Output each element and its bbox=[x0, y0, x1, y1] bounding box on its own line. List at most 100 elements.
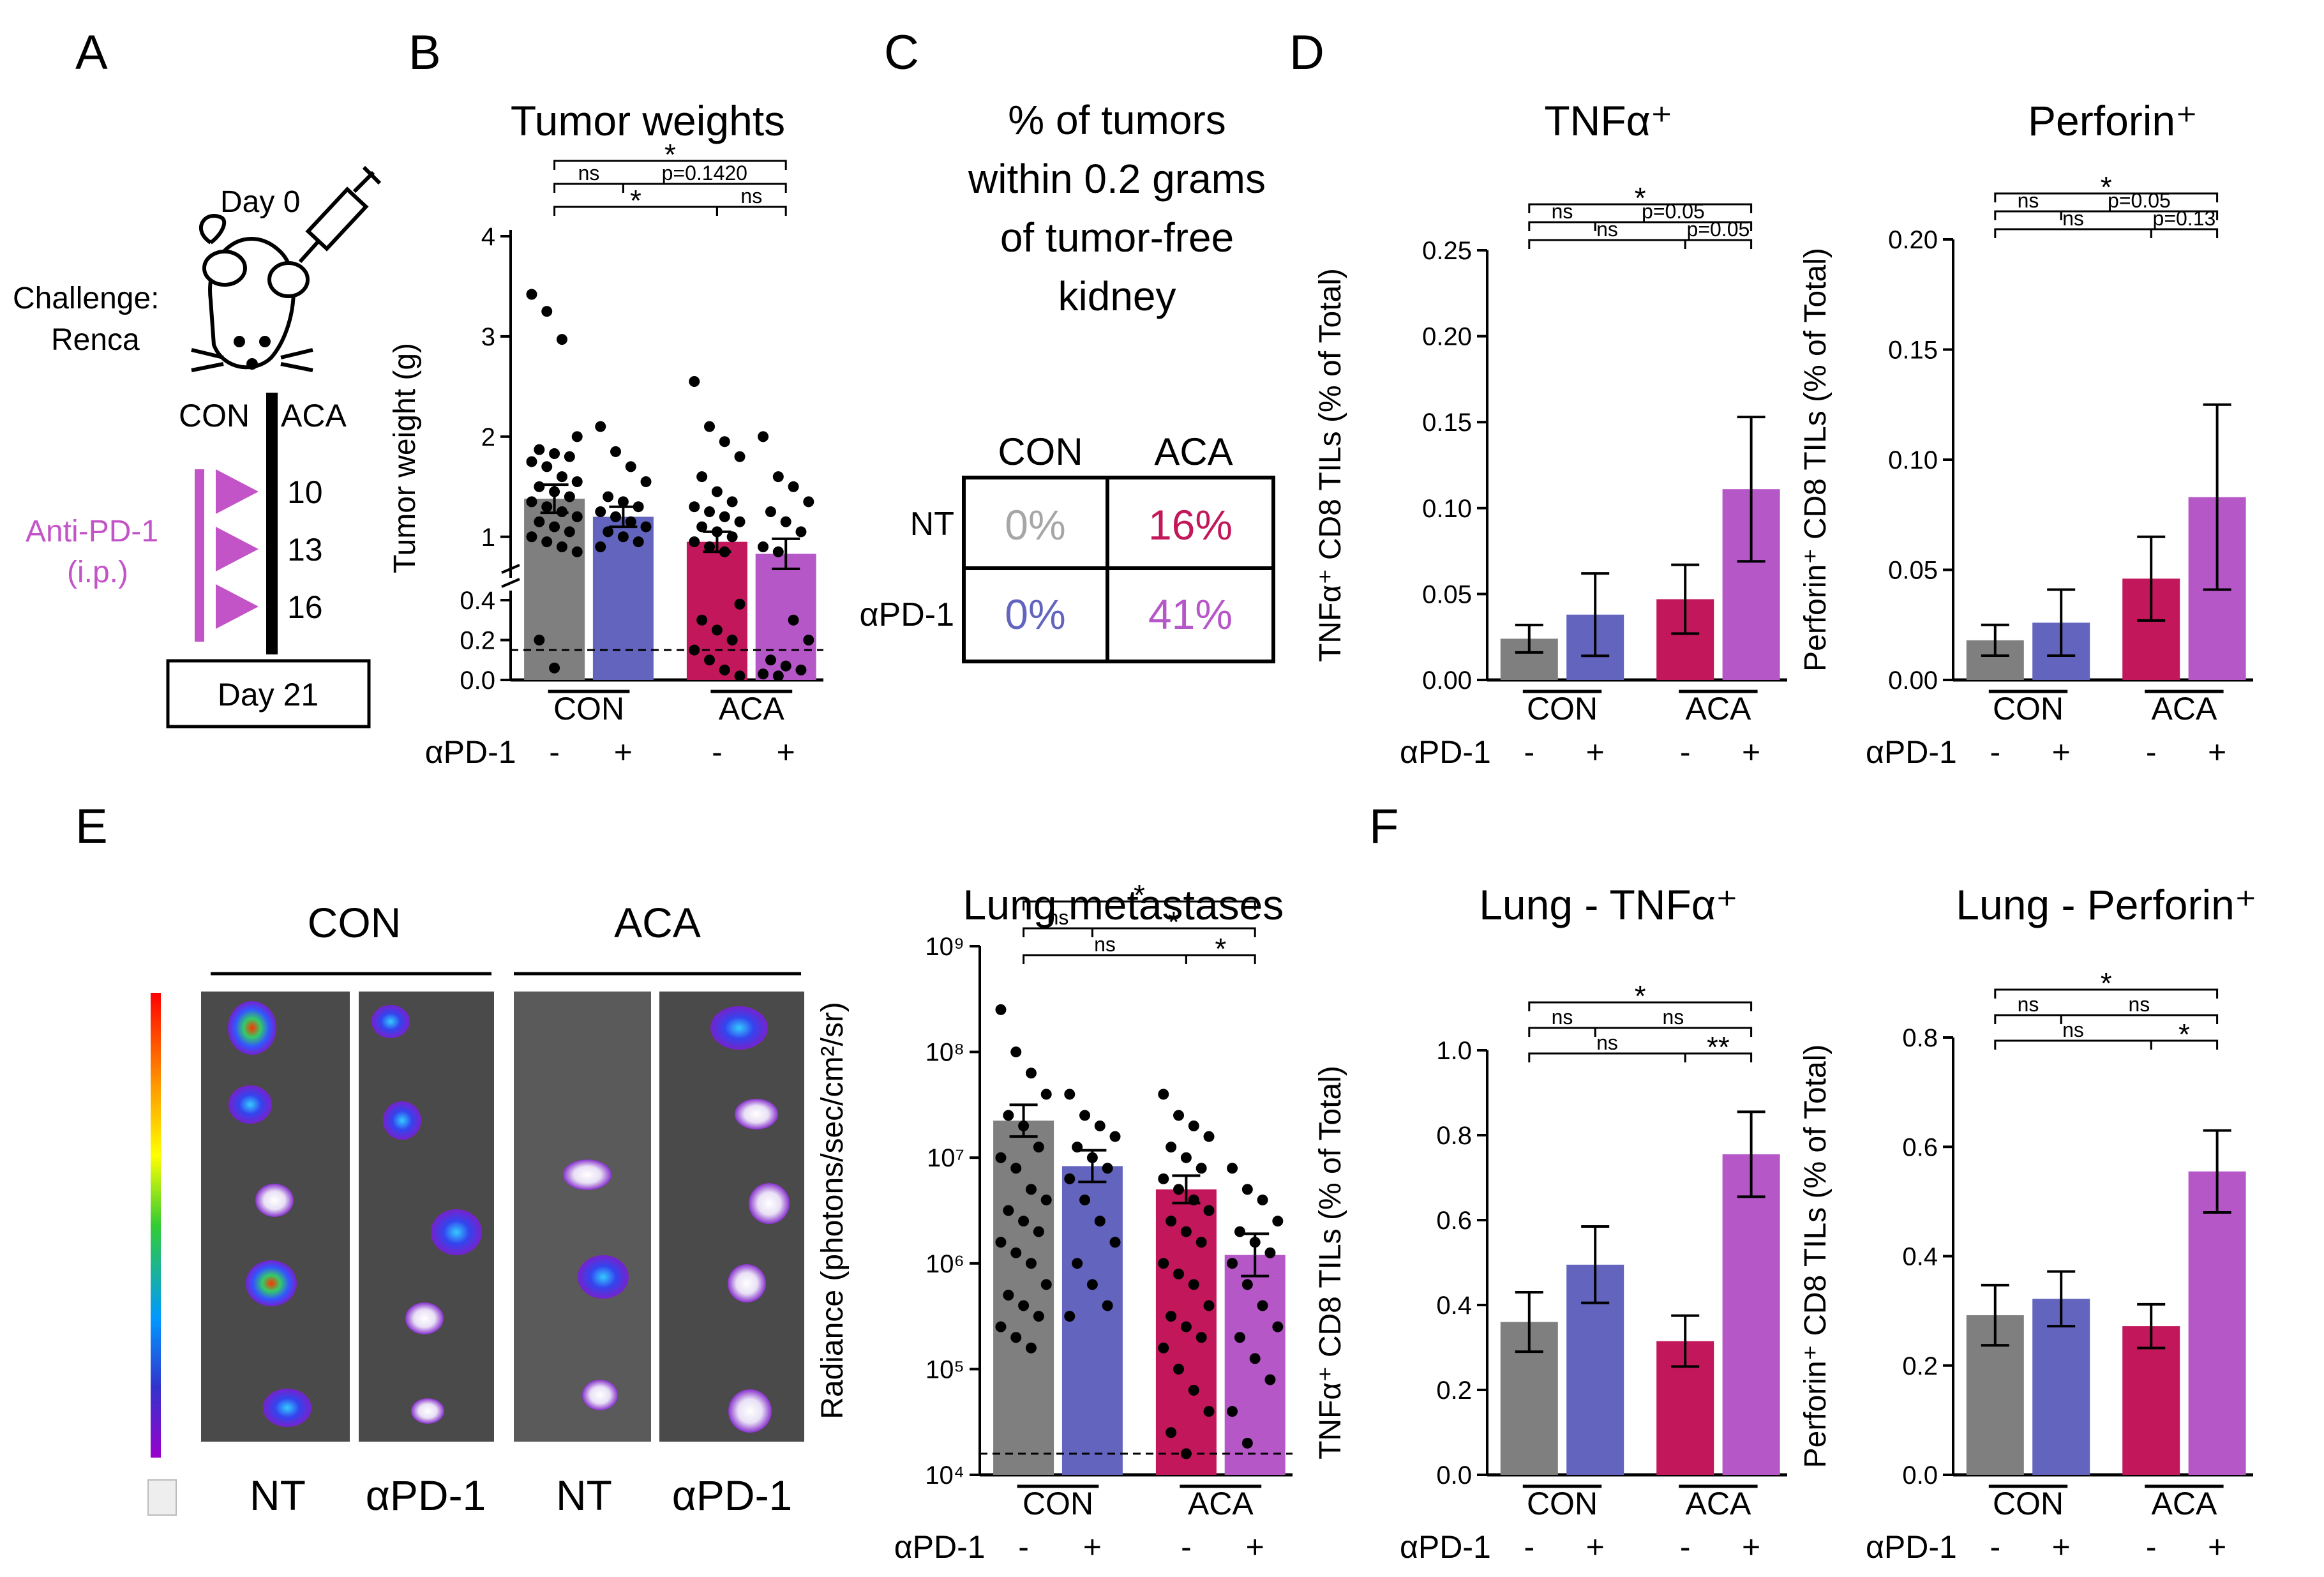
significance-label: ns bbox=[2018, 993, 2039, 1016]
data-point bbox=[704, 541, 716, 552]
data-point bbox=[1158, 1342, 1169, 1354]
significance-label: p=0.1420 bbox=[662, 162, 747, 185]
data-point bbox=[1188, 1385, 1199, 1396]
data-point bbox=[1025, 1068, 1037, 1079]
data-point bbox=[772, 471, 784, 483]
data-point bbox=[1109, 1131, 1121, 1142]
data-point bbox=[1203, 1131, 1215, 1142]
c-row-header-pd1: αPD-1 bbox=[859, 596, 954, 633]
significance-label: * bbox=[630, 184, 641, 217]
data-point bbox=[1203, 1300, 1215, 1311]
panel-letter-e: E bbox=[75, 799, 108, 854]
group-label: CON bbox=[1993, 691, 2064, 727]
chart-title: Lung metastases bbox=[963, 881, 1284, 928]
y-tick-label: 0.10 bbox=[1422, 495, 1472, 523]
treatment-sign: - bbox=[2146, 734, 2157, 770]
dose-triangle-2 bbox=[216, 527, 259, 571]
data-point bbox=[1010, 1247, 1022, 1258]
significance-bracket bbox=[553, 160, 787, 170]
significance-label: ns bbox=[2062, 207, 2084, 230]
significance-label: ns bbox=[740, 185, 762, 207]
data-point bbox=[1064, 1089, 1076, 1100]
significance-label: * bbox=[1215, 932, 1226, 965]
data-point bbox=[1086, 1279, 1098, 1290]
significance-bracket bbox=[553, 183, 624, 193]
y-tick-label: 0.25 bbox=[1422, 237, 1472, 265]
data-point bbox=[1072, 1258, 1083, 1269]
bar bbox=[1224, 1255, 1286, 1475]
y-tick-label: 10⁹ bbox=[925, 933, 964, 961]
y-tick-label: 0.2 bbox=[460, 627, 495, 655]
significance-bracket bbox=[1023, 900, 1256, 910]
significance-label: ns bbox=[578, 162, 600, 185]
e-image-label-3: NT bbox=[556, 1472, 612, 1519]
data-point bbox=[758, 541, 769, 552]
y-tick-label: 0.15 bbox=[1888, 336, 1938, 365]
data-point bbox=[1079, 1194, 1091, 1205]
significance-label: ns bbox=[1552, 1006, 1573, 1029]
treatment-label-1: Anti-PD-1 bbox=[26, 515, 158, 548]
y-tick-label: 0.10 bbox=[1888, 446, 1938, 474]
data-point bbox=[1249, 1353, 1261, 1364]
data-point bbox=[541, 306, 553, 317]
challenge-line1: Challenge: bbox=[13, 282, 160, 315]
treatment-sign: + bbox=[1742, 734, 1760, 770]
significance-bracket bbox=[1994, 1039, 2152, 1050]
significance-label: * bbox=[2101, 170, 2112, 204]
y-axis-label: Perforin⁺ CD8 TILs (% of Total) bbox=[1799, 248, 1833, 672]
data-point bbox=[704, 506, 716, 518]
group-label: ACA bbox=[2151, 691, 2217, 727]
chart-title: Tumor weights bbox=[511, 97, 785, 144]
group-label: CON bbox=[1023, 1486, 1093, 1521]
data-point bbox=[734, 516, 746, 527]
data-point bbox=[1010, 1332, 1022, 1343]
data-point bbox=[734, 670, 746, 682]
significance-label: * bbox=[1635, 979, 1646, 1013]
data-point bbox=[719, 664, 730, 675]
data-point bbox=[1064, 1173, 1076, 1184]
data-point bbox=[758, 431, 769, 442]
data-point bbox=[1094, 1216, 1106, 1227]
data-point bbox=[595, 541, 606, 552]
chart-lung-metastases: Lung metastases Radiance (photons/sec/cm²… bbox=[816, 879, 1293, 1565]
data-point bbox=[1166, 1427, 1177, 1438]
significance-label: ns bbox=[1094, 933, 1116, 956]
data-point bbox=[1196, 1237, 1207, 1248]
group-label: ACA bbox=[719, 691, 784, 727]
chart-lung-perforin: Lung - Perforin⁺ Perforin⁺ CD8 TILs (% of… bbox=[1799, 881, 2257, 1565]
data-point bbox=[726, 635, 738, 645]
group-label: ACA bbox=[1685, 1486, 1751, 1521]
y-tick-label: 0.8 bbox=[1436, 1122, 1472, 1150]
bar bbox=[2122, 1326, 2180, 1475]
panel-e-imaging: CON ACA bbox=[147, 899, 804, 1519]
e-group-aca: ACA bbox=[614, 899, 701, 946]
data-point bbox=[1102, 1300, 1113, 1311]
y-tick-label: 0.05 bbox=[1422, 580, 1472, 608]
treatment-sign: + bbox=[1586, 734, 1605, 770]
group-label: CON bbox=[1993, 1486, 2064, 1521]
y-tick-label: 0.2 bbox=[1902, 1352, 1938, 1380]
chart-title: Lung - Perforin⁺ bbox=[1956, 881, 2256, 928]
c-cell-con-pd1: 0% bbox=[1005, 591, 1065, 638]
y-tick-label: 0.20 bbox=[1422, 323, 1472, 351]
group-label: CON bbox=[1527, 691, 1598, 727]
treatment-sign: - bbox=[1680, 1529, 1691, 1565]
significance-bracket bbox=[1994, 1014, 2062, 1024]
y-tick-label: 10⁴ bbox=[925, 1461, 964, 1490]
y-tick-label: 0.20 bbox=[1888, 226, 1938, 254]
data-point bbox=[1180, 1321, 1192, 1332]
data-point bbox=[689, 501, 700, 513]
group-label: CON bbox=[553, 691, 624, 727]
data-point bbox=[603, 491, 614, 502]
bar bbox=[2188, 1171, 2246, 1475]
panel-a-schematic: Day 0 Challenge: Renca CON ACA bbox=[13, 165, 382, 728]
panel-c-table: % of tumors within 0.2 grams of tumor-fr… bbox=[859, 97, 1275, 663]
data-point bbox=[1018, 1300, 1030, 1311]
data-point bbox=[571, 546, 583, 557]
bar bbox=[686, 541, 747, 680]
treatment-sign: + bbox=[1586, 1529, 1605, 1565]
significance-bracket bbox=[1528, 239, 1686, 249]
y-tick-label: 0.6 bbox=[1436, 1207, 1472, 1235]
challenge-line2: Renca bbox=[51, 323, 140, 357]
lung-signals bbox=[228, 1001, 790, 1433]
